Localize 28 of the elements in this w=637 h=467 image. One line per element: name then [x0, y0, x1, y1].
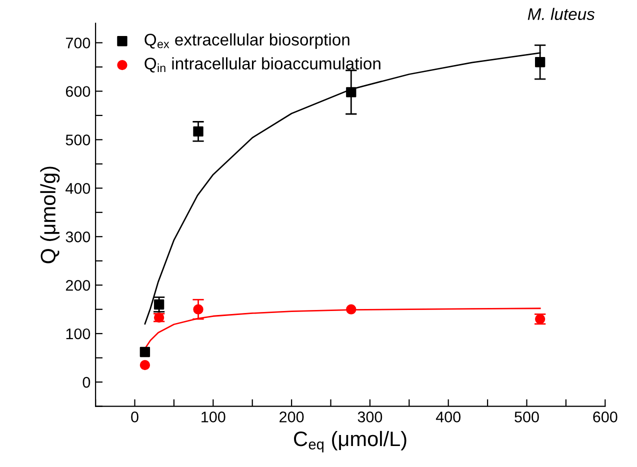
point: [154, 299, 164, 310]
y-tick-label: 700: [66, 38, 90, 48]
y-tick-label: 400: [66, 183, 90, 194]
point: [193, 126, 204, 137]
y-tick-label: 200: [66, 280, 90, 291]
point: [140, 360, 150, 370]
y-tick-label: 100: [66, 328, 90, 340]
y-axis-title: Q (μmol/g): [40, 166, 60, 264]
point: [346, 304, 356, 314]
x-tick-label: 100: [202, 412, 226, 422]
text: M. luteus: [528, 8, 595, 20]
x-tick-label: 600: [593, 412, 618, 422]
point: [346, 87, 356, 98]
x-tick-label: 300: [358, 412, 382, 422]
x-tick-label: 400: [436, 412, 460, 422]
x-tick-label: 0: [131, 412, 138, 422]
x-tick-label: 500: [514, 412, 539, 422]
y-tick-label: 600: [66, 86, 90, 97]
legend-label: Q$_{ex}$ extracellular biosorption: [144, 33, 350, 49]
y-tick-label: 0: [82, 376, 90, 388]
legend-label: Q$_{in}$ intracellular bioaccumulation: [144, 57, 380, 72]
y-tick-label: 500: [66, 134, 90, 146]
y-tick-label: 300: [66, 232, 90, 242]
x-axis-title: C$_{eq}$ (μmol/L): [294, 430, 406, 452]
point: [193, 304, 204, 314]
point: [534, 57, 546, 68]
point: [140, 346, 150, 358]
x-tick-label: 200: [280, 412, 304, 422]
